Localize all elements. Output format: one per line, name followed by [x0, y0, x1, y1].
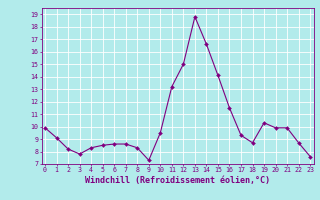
X-axis label: Windchill (Refroidissement éolien,°C): Windchill (Refroidissement éolien,°C)	[85, 176, 270, 185]
